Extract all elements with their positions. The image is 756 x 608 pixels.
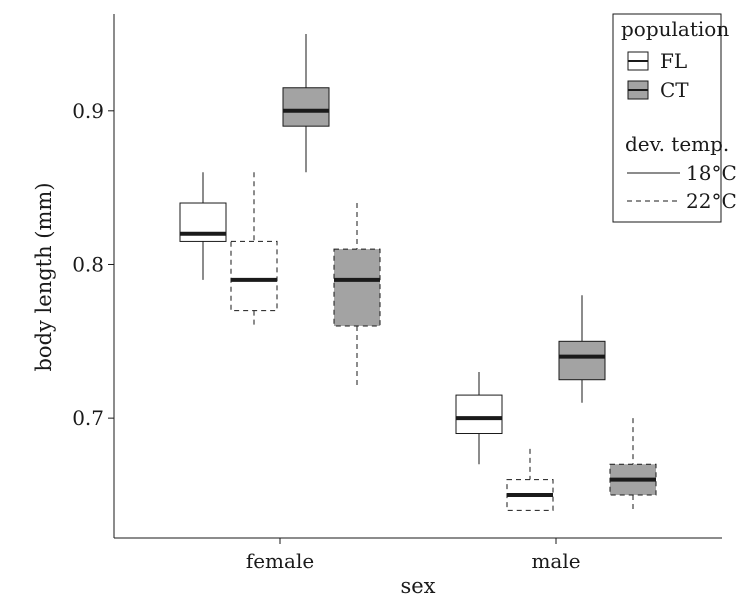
y-axis-title: body length (mm) <box>32 182 56 371</box>
legend-item-22c: 22°C <box>627 189 737 213</box>
legend-label-18c: 18°C <box>686 161 737 185</box>
y-tick-label: 0.7 <box>72 406 104 430</box>
box-male-ct-18c <box>558 295 606 403</box>
legend-frame <box>612 13 722 223</box>
box-body <box>230 240 278 312</box>
box-female-fl-22c <box>230 172 278 326</box>
tick-labels: 0.7 0.8 0.9 female male <box>72 99 580 573</box>
x-tick-label: female <box>246 549 314 573</box>
legend: population FL CT dev. temp. 18°C 22°C <box>612 13 737 223</box>
x-axis-title: sex <box>400 574 435 598</box>
legend-item-18c: 18°C <box>627 161 737 185</box>
box-female-ct-22c <box>333 203 381 388</box>
legend-linetype-title: dev. temp. <box>625 132 729 156</box>
box-female-fl-18c <box>179 172 227 280</box>
plot-area <box>179 33 657 511</box>
legend-label-22c: 22°C <box>686 189 737 213</box>
legend-linetype-items: 18°C 22°C <box>627 161 737 213</box>
legend-item-fl: FL <box>627 49 687 73</box>
legend-label-ct: CT <box>660 78 689 102</box>
box-male-fl-18c <box>455 372 503 465</box>
box-male-fl-22c <box>506 448 554 511</box>
legend-item-ct: CT <box>627 78 689 102</box>
legend-label-fl: FL <box>660 49 687 73</box>
box-body <box>333 248 381 327</box>
box-female-ct-18c <box>282 33 330 173</box>
box-body <box>558 340 606 381</box>
legend-fill-items: FL CT <box>627 49 689 102</box>
axes <box>113 14 722 539</box>
legend-fill-title: population <box>621 17 729 41</box>
box-male-ct-22c <box>609 418 657 511</box>
box-body <box>455 394 503 435</box>
y-tick-label: 0.9 <box>72 99 104 123</box>
y-tick-label: 0.8 <box>72 252 104 276</box>
x-tick-label: male <box>531 549 580 573</box>
box-body <box>282 87 330 127</box>
